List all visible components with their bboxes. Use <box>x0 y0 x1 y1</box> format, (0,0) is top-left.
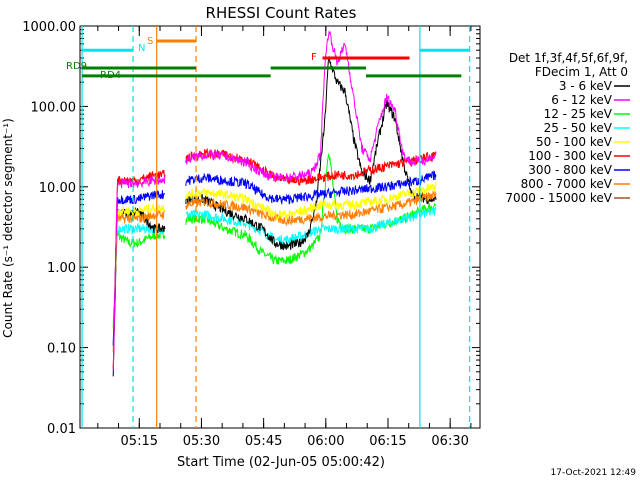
y-tick-label: 1.00 <box>47 261 76 276</box>
x-tick-label: 06:00 <box>307 434 344 449</box>
legend-label: 800 - 7000 keV <box>521 177 613 191</box>
y-tick-label: 100.00 <box>31 100 77 115</box>
series-line <box>112 206 437 347</box>
legend-header-2: FDecim 1, Att 0 <box>535 65 628 79</box>
y-tick-label: 0.10 <box>47 342 76 357</box>
legend-label: 3 - 6 keV <box>559 79 613 93</box>
flag-label: RD4 <box>100 70 121 81</box>
flag-label: F <box>311 52 317 63</box>
flag-label: N <box>138 43 145 54</box>
legend-label: 7000 - 15000 keV <box>505 191 612 205</box>
legend-label: 300 - 800 keV <box>528 163 612 177</box>
y-tick-label: 1000.00 <box>22 20 76 35</box>
legend: Det 1f,3f,4f,5f,6f,9f, FDecim 1, Att 0 3… <box>505 51 630 205</box>
series-line <box>112 182 437 330</box>
legend-label: 6 - 12 keV <box>551 93 613 107</box>
legend-label: 25 - 50 keV <box>544 121 613 135</box>
chart-title: RHESSI Count Rates <box>206 4 357 22</box>
flag-label: RD9 <box>66 61 87 72</box>
x-tick-label: 06:30 <box>431 434 468 449</box>
legend-label: 50 - 100 keV <box>536 135 613 149</box>
plot-frame <box>79 25 481 429</box>
x-axis: 05:15 05:30 05:45 06:00 06:15 06:30 <box>97 26 472 449</box>
x-tick-label: 05:15 <box>121 434 158 449</box>
series-layer <box>112 30 437 377</box>
y-tick-label: 10.00 <box>39 181 76 196</box>
legend-label: 100 - 300 keV <box>528 149 612 163</box>
x-axis-label: Start Time (02-Jun-05 05:00:42) <box>177 455 385 470</box>
x-tick-label: 05:30 <box>183 434 220 449</box>
x-tick-label: 05:45 <box>245 434 282 449</box>
y-axis-label: Count Rate (s⁻¹ detector segment⁻¹) <box>1 118 15 338</box>
legend-header-1: Det 1f,3f,4f,5f,6f,9f, <box>509 51 628 65</box>
flag-bars: NS F RD9 RD4 <box>66 36 470 81</box>
x-tick-label: 06:15 <box>369 434 406 449</box>
y-tick-label: 0.01 <box>47 422 76 437</box>
legend-label: 12 - 25 keV <box>544 107 613 121</box>
flag-label: S <box>147 36 153 47</box>
footer-date: 17-Oct-2021 12:49 <box>551 468 637 478</box>
series-line <box>112 190 437 353</box>
time-markers <box>81 26 471 428</box>
y-axis: 0.01 0.10 1.00 10.00 100.00 1000.00 <box>22 20 480 437</box>
